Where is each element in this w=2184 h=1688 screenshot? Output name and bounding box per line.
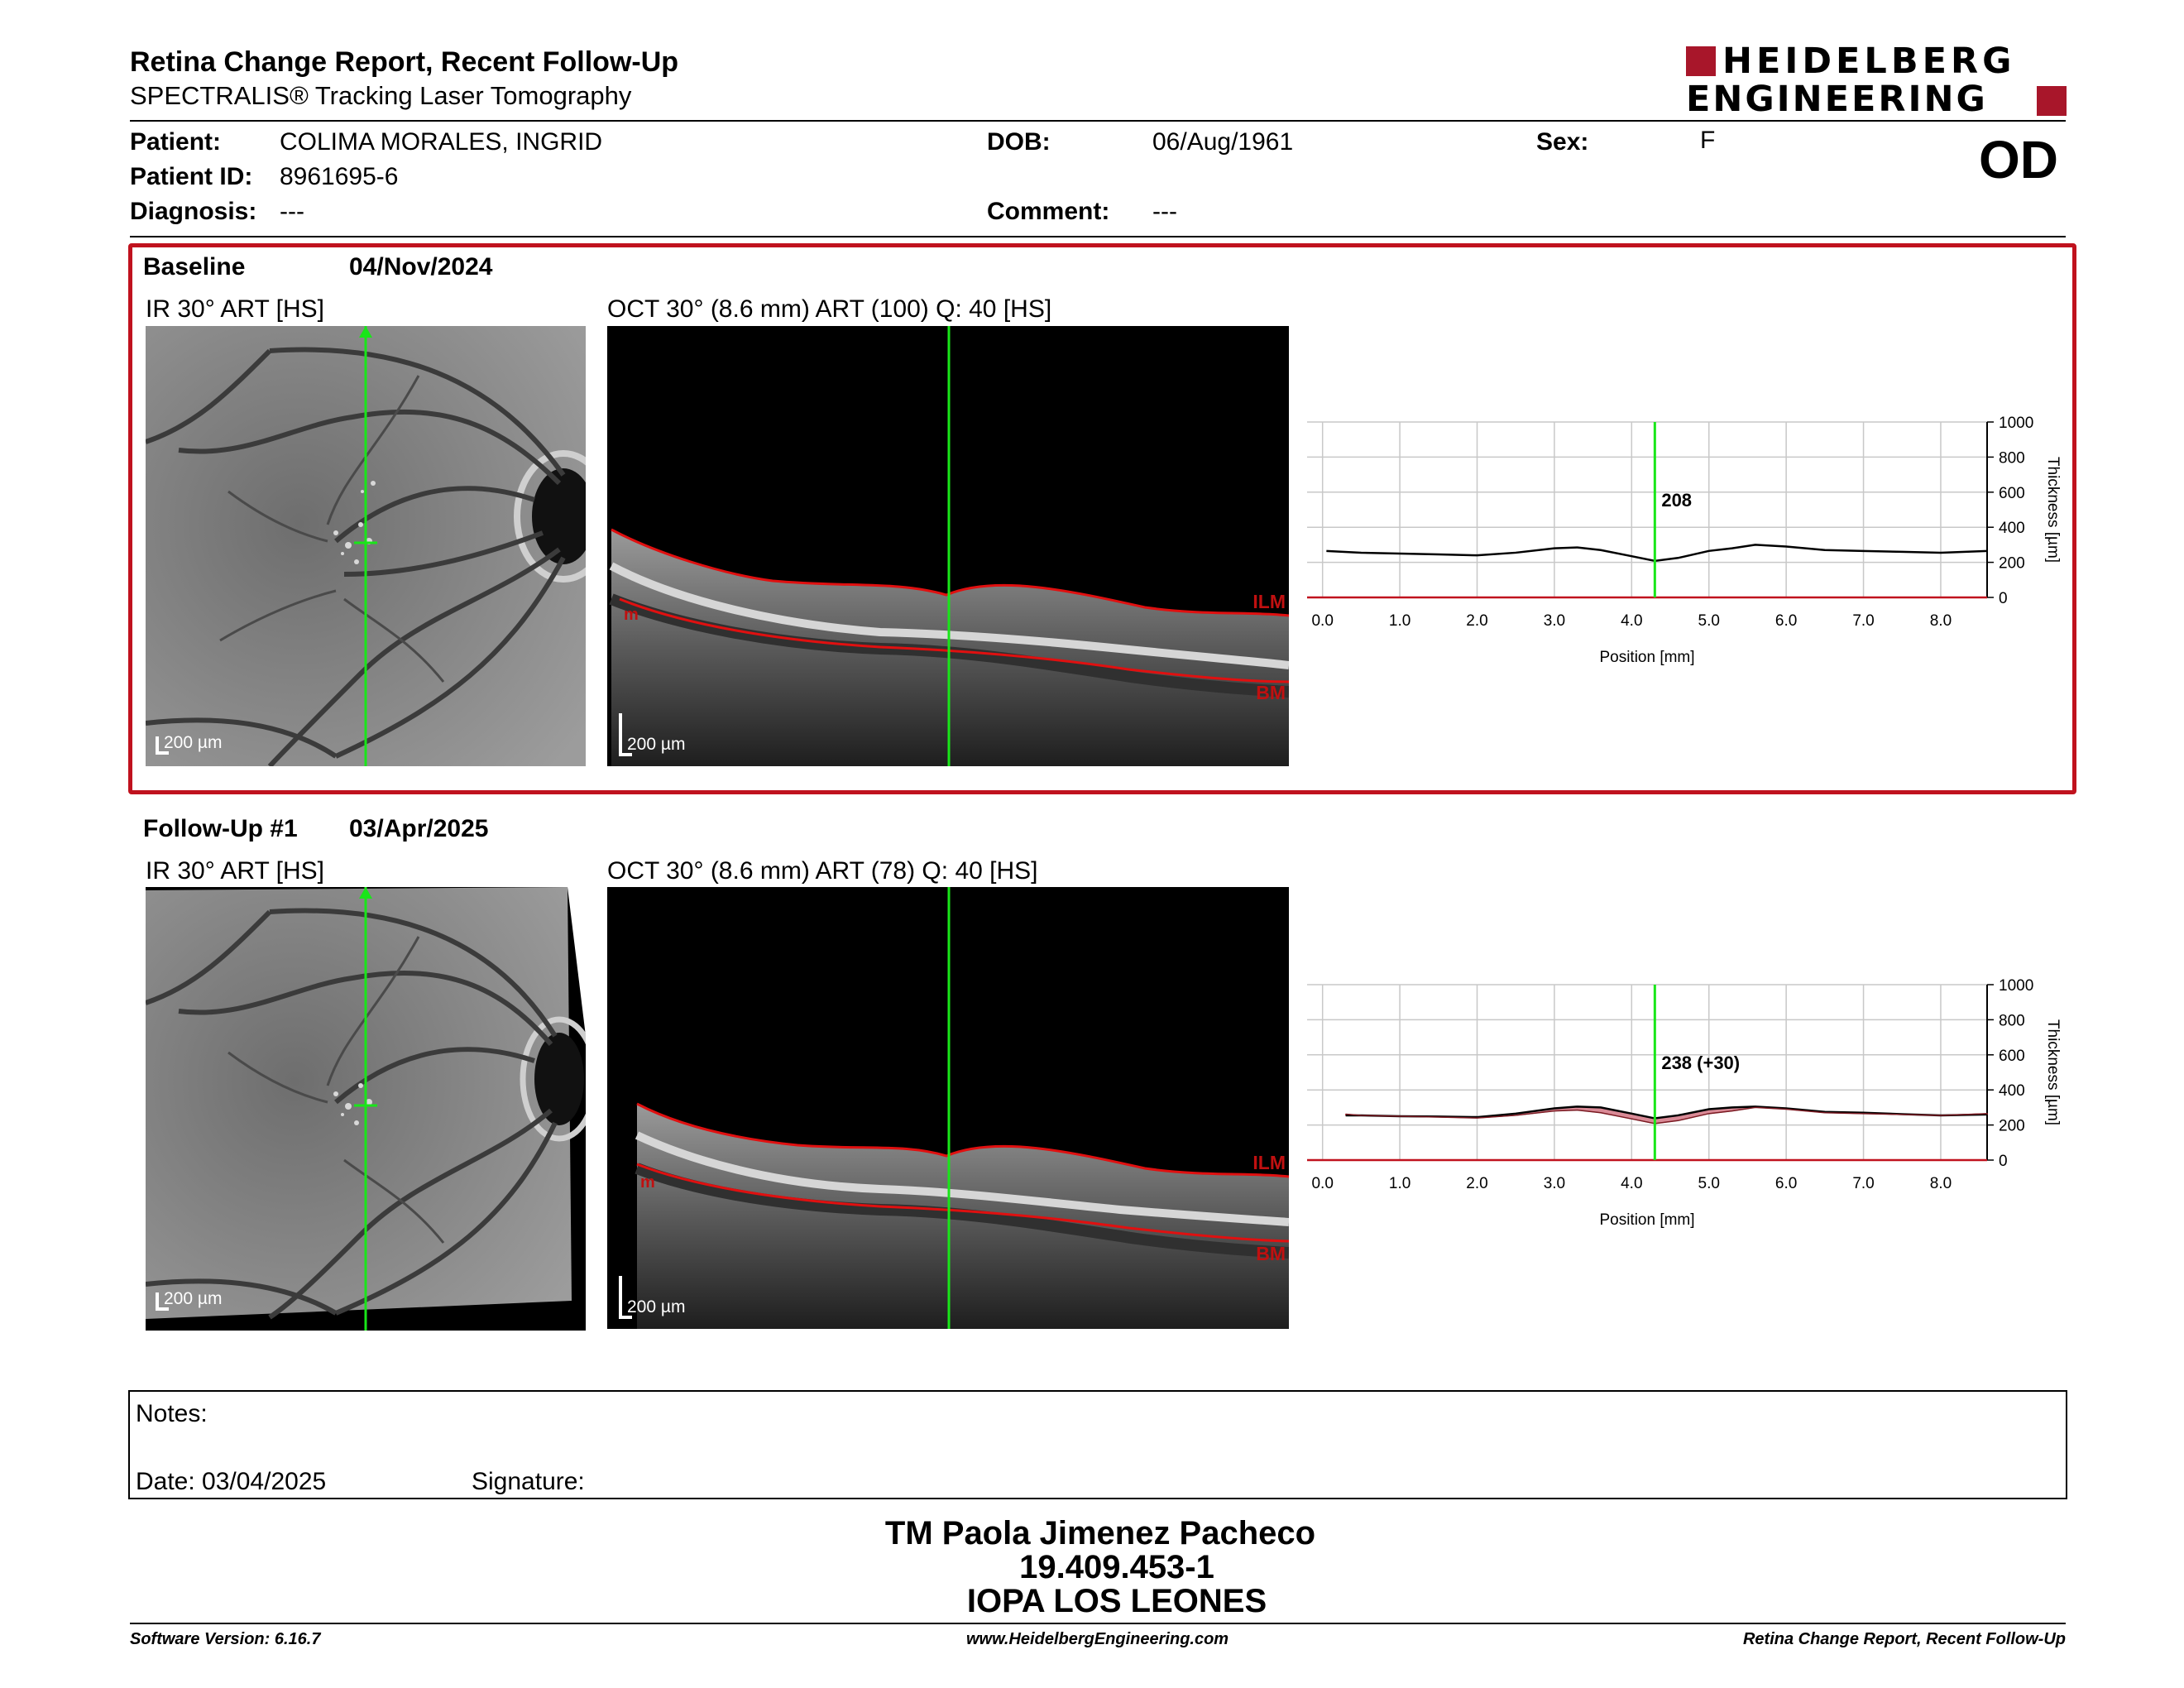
patient-id: 8961695-6 (280, 163, 399, 190)
diagnosis-label: Diagnosis: (130, 198, 257, 225)
followup-date: 03/Apr/2025 (349, 815, 489, 842)
software-version: Software Version: 6.16.7 (130, 1630, 321, 1648)
x-tick-label: 3.0 (1544, 1175, 1565, 1192)
y-tick-label: 400 (1999, 1082, 2025, 1100)
heidelberg-logo: HEIDELBERG ENGINEERING (1686, 43, 2067, 117)
signature-label: Signature: (472, 1468, 585, 1495)
x-axis-label: Position [mm] (1599, 1211, 1694, 1229)
stamp-id: 19.409.453-1 (1019, 1549, 1214, 1585)
marker-value-label: 208 (1661, 490, 1692, 511)
x-tick-label: 8.0 (1930, 1175, 1952, 1192)
website-link[interactable]: www.HeidelbergEngineering.com (966, 1630, 1229, 1648)
notes-date: Date: 03/04/2025 (136, 1468, 327, 1495)
baseline-oct-image: ILM BM m 200 µm (607, 326, 1289, 766)
sex-value: F (1700, 127, 1716, 154)
x-tick-label: 3.0 (1544, 612, 1565, 630)
x-tick-label: 6.0 (1775, 612, 1797, 630)
notes-box[interactable] (128, 1390, 2067, 1499)
baseline-ir-title: IR 30° ART [HS] (146, 295, 324, 323)
x-tick-label: 6.0 (1775, 1175, 1797, 1192)
y-tick-label: 0 (1999, 1153, 2008, 1170)
footer-report-name: Retina Change Report, Recent Follow-Up (1742, 1630, 2066, 1648)
x-tick-label: 4.0 (1621, 1175, 1642, 1192)
comment-label: Comment: (987, 198, 1110, 225)
baseline-label: Baseline (143, 253, 246, 281)
x-tick-label: 4.0 (1621, 612, 1642, 630)
x-tick-label: 0.0 (1311, 1175, 1333, 1192)
y-axis-label: Thickness [µm] (2044, 1019, 2062, 1125)
sex-label: Sex: (1536, 128, 1589, 156)
followup-ir-title: IR 30° ART [HS] (146, 857, 324, 885)
thickness-change-area (1345, 1105, 1988, 1125)
marker-value-label: 238 (+30) (1661, 1053, 1740, 1073)
followup-oct-image: ILM BM m 200 µm (607, 887, 1289, 1329)
x-tick-label: 5.0 (1698, 612, 1720, 630)
report-title: Retina Change Report, Recent Follow-Up (130, 46, 679, 78)
x-tick-label: 7.0 (1852, 1175, 1874, 1192)
dob-value: 06/Aug/1961 (1152, 128, 1294, 156)
diagnosis-value: --- (280, 198, 304, 225)
baseline-panel (128, 243, 2076, 794)
left-layer-tag: m (640, 1173, 655, 1192)
patient-name: COLIMA MORALES, INGRID (280, 128, 603, 156)
stamp-name: TM Paola Jimenez Pacheco (884, 1515, 1316, 1551)
stamp-org: IOPA LOS LEONES (966, 1583, 1267, 1619)
baseline-thickness-chart: 0 200 400 600 800 1000 0.0 1.0 2.0 3.0 4.0 5.0 6.0 7.… (1307, 415, 2062, 666)
y-tick-label: 600 (1999, 1048, 2025, 1065)
baseline-ir-image: 200 µm (146, 326, 586, 766)
comment-value: --- (1152, 198, 1177, 225)
y-tick-label: 600 (1999, 485, 2025, 502)
scale-bar: 200 µm (156, 731, 238, 755)
followup-ir-image: 200 µm (146, 887, 586, 1331)
scale-bar: 200 µm (156, 1288, 238, 1311)
ilm-label: ILM (1252, 591, 1286, 612)
dob-label: DOB: (987, 128, 1051, 156)
x-tick-label: 7.0 (1852, 612, 1874, 630)
x-tick-label: 8.0 (1930, 612, 1952, 630)
followup-label: Follow-Up #1 (143, 815, 298, 842)
report-subtitle: SPECTRALIS® Tracking Laser Tomography (130, 81, 632, 110)
y-tick-label: 800 (1999, 1012, 2025, 1029)
thickness-line (1326, 544, 1988, 563)
x-tick-label: 1.0 (1389, 1175, 1410, 1192)
y-tick-label: 1000 (1999, 415, 2033, 432)
patient-id-label: Patient ID: (130, 163, 253, 190)
y-tick-label: 0 (1999, 590, 2008, 607)
scale-bar: 200 µm (619, 1276, 702, 1319)
y-axis-label: Thickness [µm] (2044, 457, 2062, 563)
patient-label: Patient: (130, 128, 222, 156)
y-tick-label: 800 (1999, 449, 2025, 467)
x-tick-label: 0.0 (1311, 612, 1333, 630)
notes-label: Notes: (136, 1400, 208, 1427)
x-tick-label: 1.0 (1389, 612, 1410, 630)
y-tick-label: 1000 (1999, 977, 2033, 995)
x-tick-label: 5.0 (1698, 1175, 1720, 1192)
y-tick-label: 200 (1999, 1118, 2025, 1135)
y-tick-label: 400 (1999, 520, 2025, 537)
x-axis-label: Position [mm] (1599, 649, 1694, 666)
eye-label: OD (1979, 130, 2058, 189)
x-tick-label: 2.0 (1466, 1175, 1487, 1192)
baseline-date: 04/Nov/2024 (349, 253, 493, 281)
y-tick-label: 200 (1999, 555, 2025, 573)
scale-bar: 200 µm (619, 713, 702, 756)
followup-thickness-chart: 0 200 400 600 800 1000 0.0 1.0 2.0 3.0 4.0 5.0 6.0 7.… (1307, 977, 2062, 1229)
left-layer-tag: m (624, 606, 639, 624)
baseline-oct-title: OCT 30° (8.6 mm) ART (100) Q: 40 [HS] (607, 295, 1052, 323)
ilm-label: ILM (1252, 1152, 1286, 1173)
x-tick-label: 2.0 (1466, 612, 1487, 630)
bm-label: BM (1256, 1243, 1286, 1264)
followup-oct-title: OCT 30° (8.6 mm) ART (78) Q: 40 [HS] (607, 857, 1038, 885)
bm-label: BM (1256, 682, 1286, 703)
